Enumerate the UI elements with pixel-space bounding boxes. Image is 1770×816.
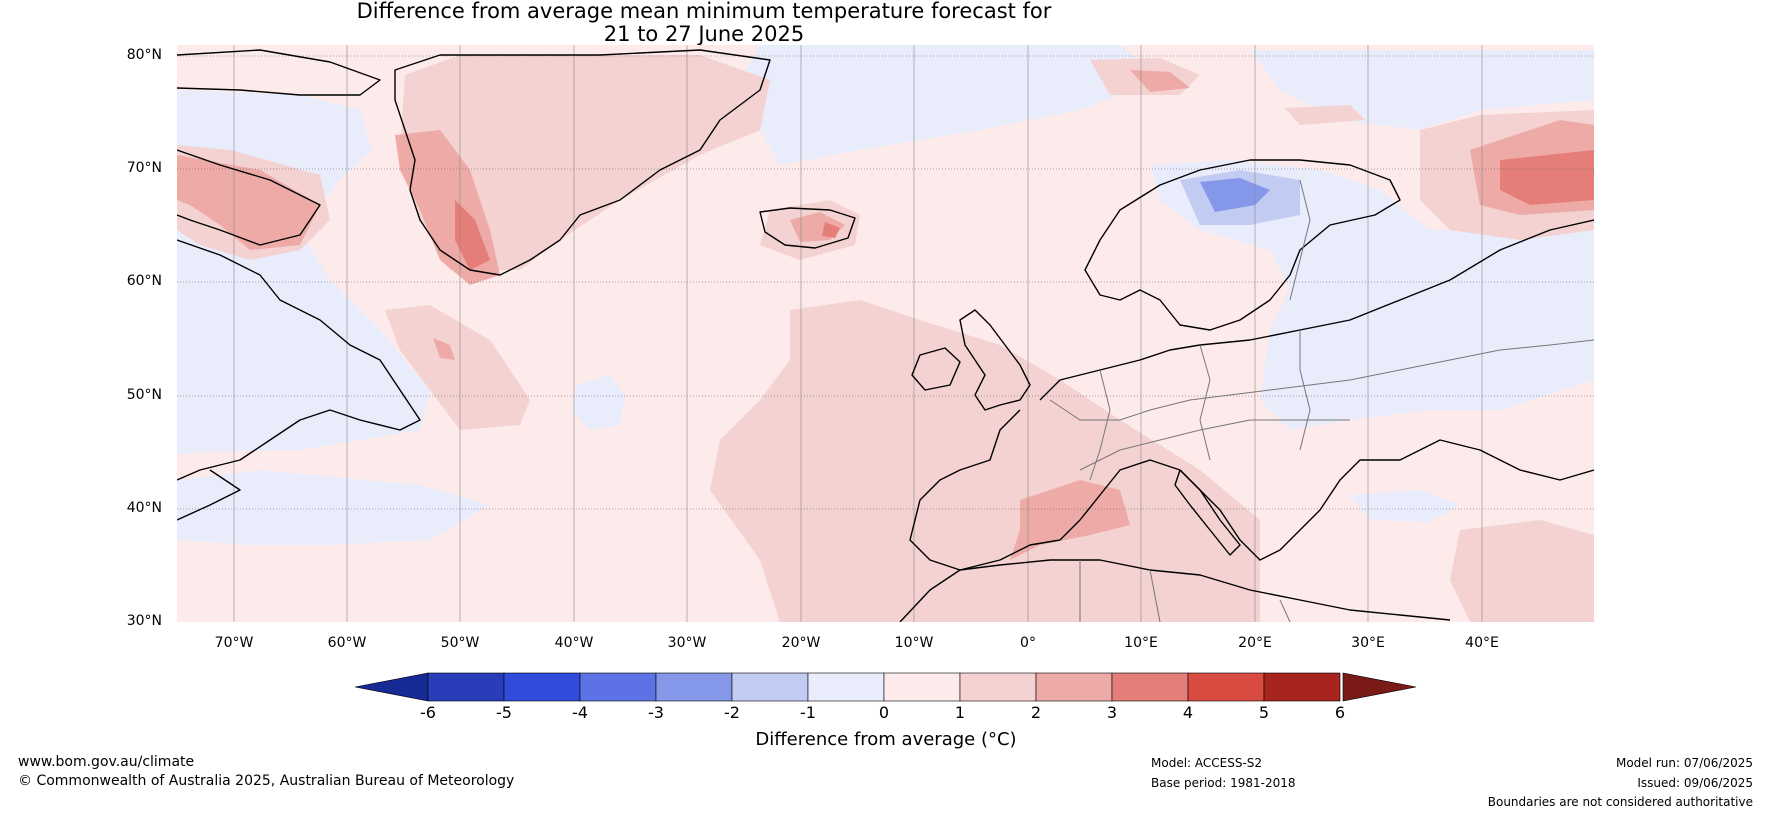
colorbar-bin <box>807 672 885 702</box>
colorbar-bin <box>883 672 961 702</box>
colorbar-bin <box>655 672 733 702</box>
anomaly-cold-atlantic-sw <box>177 470 490 545</box>
ireland-coast <box>911 347 961 391</box>
lon-label-60w: 60°W <box>327 635 367 651</box>
border-line-africa <box>1079 560 1291 622</box>
colorbar-bin <box>959 672 1037 702</box>
lon-label-40e: 40°E <box>1465 635 1499 651</box>
colorbar-bin <box>1263 672 1341 702</box>
title-line-2: 21 to 27 June 2025 <box>603 22 805 46</box>
anomaly-cold-scandinavia-russia <box>1150 160 1594 430</box>
anomaly-warm-baffin-core <box>177 155 320 250</box>
labrador-coast <box>177 239 421 481</box>
anomaly-cold-black-sea <box>1350 490 1460 522</box>
anomaly-warm-greenland <box>400 55 770 270</box>
anomaly-warm-labrador-core <box>433 338 455 360</box>
border-line-5 <box>1299 330 1311 451</box>
iceland-coast <box>759 207 856 249</box>
colorbar-tick-m6: -6 <box>420 703 436 722</box>
title-line-1: Difference from average mean minimum tem… <box>356 0 1052 23</box>
colorbar-bin <box>731 672 809 702</box>
colorbar-tick-1: 1 <box>954 703 966 722</box>
lon-label-30e: 30°E <box>1351 635 1385 651</box>
anomaly-field <box>177 45 1594 622</box>
colorbar-tick-2: 2 <box>1030 703 1042 722</box>
greenland-coast <box>394 49 771 276</box>
colorbar-tick-4: 4 <box>1182 703 1194 722</box>
colorbar-label: Difference from average (°C) <box>755 729 1017 750</box>
lat-label-70n: 70°N <box>126 160 162 176</box>
colorbar-bin <box>579 672 657 702</box>
great-britain-coast <box>959 309 1031 411</box>
lon-label-10w: 10°W <box>894 635 934 651</box>
us-coast <box>177 469 241 521</box>
anomaly-warm-franz-josef <box>1285 105 1365 125</box>
south-europe-coast <box>909 409 1594 571</box>
lon-label-10e: 10°E <box>1124 635 1158 651</box>
border-line-4 <box>1199 344 1211 461</box>
lat-label-40n: 40°N <box>126 500 162 516</box>
colorbar-tick-m4: -4 <box>572 703 588 722</box>
anomaly-warm-iberia <box>1010 480 1130 560</box>
border-line-6 <box>1289 179 1311 301</box>
footer-disclaimer: Boundaries are not considered authoritat… <box>1487 795 1753 809</box>
colorbar-tick-5: 5 <box>1258 703 1270 722</box>
lat-label-50n: 50°N <box>126 387 162 403</box>
colorbar-tick-m1: -1 <box>800 703 816 722</box>
anomaly-warm-labrador-sea <box>385 305 530 430</box>
anomaly-cold-norwegian-sea <box>740 45 1160 165</box>
anomaly-warm-barents-peak <box>1500 150 1594 205</box>
colorbar-extend-high <box>1342 672 1417 702</box>
colorbar-tick-3: 3 <box>1106 703 1118 722</box>
lat-label-60n: 60°N <box>126 273 162 289</box>
footer-base-period: Base period: 1981-2018 <box>1151 776 1296 790</box>
anomaly-warm-iceland-peak <box>822 222 840 238</box>
lon-label-70w: 70°W <box>214 635 254 651</box>
border-line-1 <box>1049 339 1594 421</box>
border-line-3 <box>1089 369 1111 481</box>
lon-label-20e: 20°E <box>1238 635 1272 651</box>
colorbar-tick-0: 0 <box>878 703 890 722</box>
colorbar-tick-m5: -5 <box>496 703 512 722</box>
colorbar <box>354 672 1417 702</box>
anomaly-warm-svalbard-core <box>1130 70 1190 92</box>
arctic-islands-coast <box>177 49 381 96</box>
colorbar-bin <box>503 672 581 702</box>
footer-url[interactable]: www.bom.gov.au/climate <box>18 754 195 770</box>
anomaly-cold-midatlantic <box>572 375 625 430</box>
lon-label-0: 0° <box>1020 635 1036 651</box>
lon-label-30w: 30°W <box>667 635 707 651</box>
footer-copyright: © Commonwealth of Australia 2025, Austra… <box>18 773 515 789</box>
colorbar-tick-m2: -2 <box>724 703 740 722</box>
colorbar-bin <box>1035 672 1113 702</box>
colorbar-extend-low <box>354 672 429 702</box>
colorbar-tick-6: 6 <box>1334 703 1346 722</box>
lon-label-50w: 50°W <box>440 635 480 651</box>
lon-label-40w: 40°W <box>554 635 594 651</box>
colorbar-bin <box>427 672 505 702</box>
lat-label-80n: 80°N <box>126 47 162 63</box>
anomaly-warm-turkey <box>1450 520 1594 622</box>
italy-coast <box>1174 469 1241 556</box>
footer-issued: Issued: 09/06/2025 <box>1637 776 1753 790</box>
lat-label-30n: 30°N <box>126 613 162 629</box>
baffin-coast <box>177 149 321 246</box>
lon-label-20w: 20°W <box>781 635 821 651</box>
colorbar-bin <box>1111 672 1189 702</box>
footer-model-run: Model run: 07/06/2025 <box>1615 756 1753 770</box>
north-europe-coast <box>1039 219 1594 401</box>
colorbar-bin <box>1187 672 1265 702</box>
footer-model: Model: ACCESS-S2 <box>1151 756 1263 770</box>
colorbar-tick-m3: -3 <box>648 703 664 722</box>
map-title: Difference from average mean minimum tem… <box>0 0 1408 46</box>
graticule <box>177 55 1594 510</box>
scandinavia-coast <box>1084 159 1401 331</box>
anomaly-cold-norway-core <box>1200 178 1270 212</box>
border-line-2 <box>1079 419 1350 471</box>
anomaly-warm-greenland-peak <box>455 200 490 270</box>
country-borders <box>1049 179 1594 622</box>
